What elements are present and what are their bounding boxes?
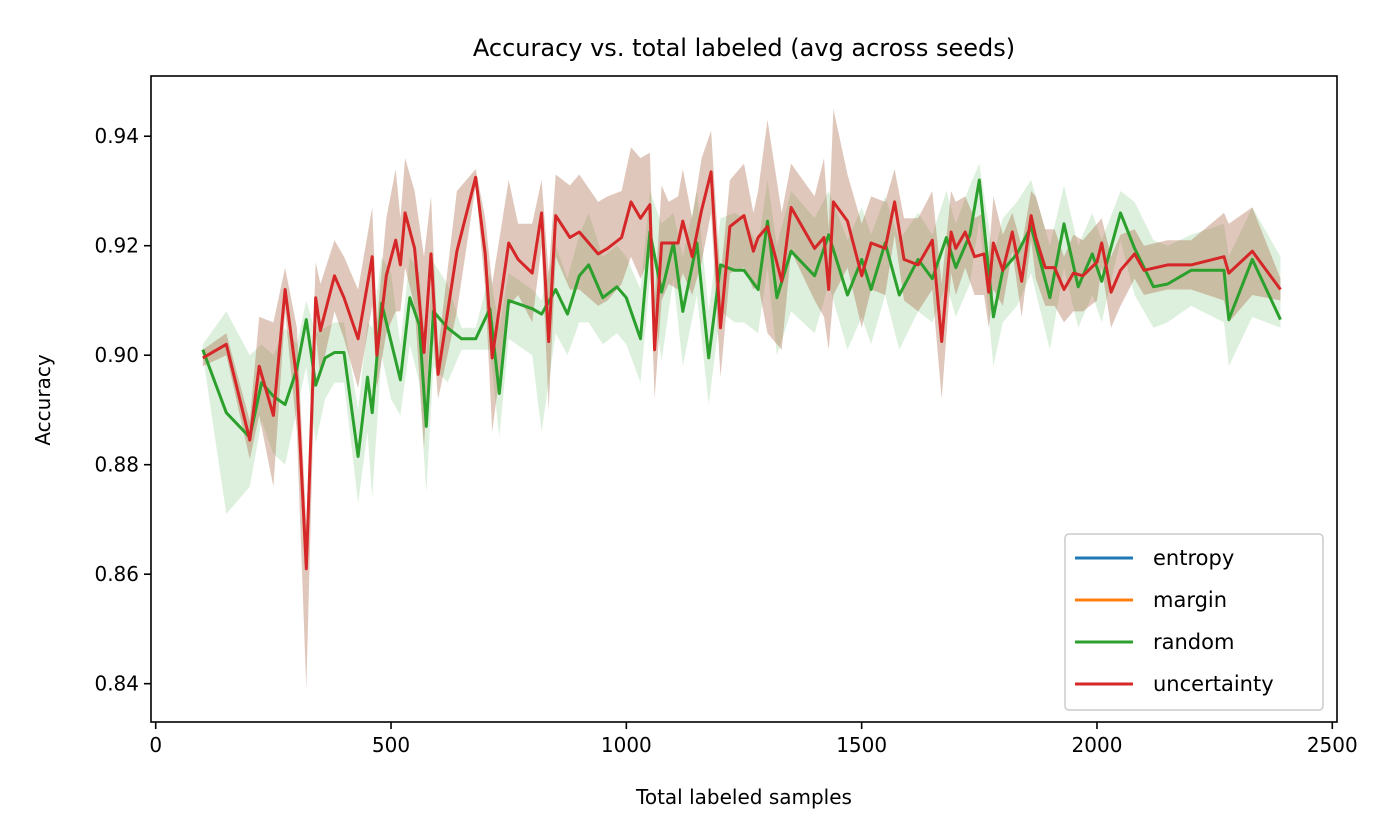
y-tick-label: 0.88	[94, 453, 139, 477]
x-tick-label: 2000	[1072, 733, 1123, 757]
chart-title: Accuracy vs. total labeled (avg across s…	[473, 34, 1015, 62]
x-tick-label: 0	[149, 733, 162, 757]
x-tick-label: 1500	[836, 733, 887, 757]
legend-label-random: random	[1153, 630, 1234, 654]
x-tick-label: 2500	[1307, 733, 1358, 757]
series-line-random	[201, 178, 1282, 458]
y-tick-label: 0.84	[94, 672, 139, 696]
legend-label-uncertainty: uncertainty	[1153, 672, 1274, 696]
x-axis-label: Total labeled samples	[635, 785, 852, 809]
y-tick-label: 0.90	[94, 343, 139, 367]
band-random	[202, 163, 1281, 514]
series-line-uncertainty	[202, 170, 1282, 571]
x-tick-label: 1000	[601, 733, 652, 757]
x-axis-ticks: 0 500 1000 1500 2000 2500	[149, 722, 1358, 757]
y-tick-label: 0.92	[94, 234, 139, 258]
y-axis-ticks: 0.84 0.86 0.88 0.90 0.92 0.94	[94, 124, 151, 696]
x-tick-label: 500	[372, 733, 410, 757]
legend-label-entropy: entropy	[1153, 546, 1234, 570]
confidence-bands	[202, 108, 1281, 690]
y-tick-label: 0.86	[94, 562, 139, 586]
legend-box	[1064, 533, 1324, 711]
legend-label-margin: margin	[1153, 588, 1227, 612]
plot-frame	[150, 75, 1338, 723]
series-lines	[201, 170, 1282, 571]
y-axis-label: Accuracy	[31, 354, 55, 445]
legend: entropy margin random uncertainty	[1064, 533, 1324, 711]
y-tick-label: 0.94	[94, 124, 139, 148]
band-uncertainty	[202, 108, 1281, 690]
